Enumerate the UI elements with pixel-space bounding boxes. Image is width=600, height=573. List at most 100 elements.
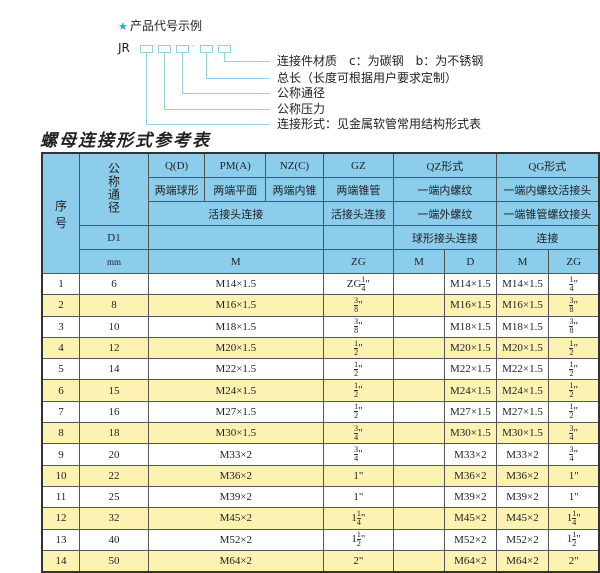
- legend-label-length: 总长（长度可根据用户要求定制）: [277, 71, 458, 85]
- cell-qz-m: [393, 272, 445, 296]
- header-cell: 一端锥管螺纹接头: [495, 201, 600, 226]
- cell-d1: 32: [79, 507, 150, 530]
- cell-m: M52×2: [148, 528, 324, 551]
- cell-d1: 25: [79, 485, 150, 509]
- table-row: 3 10 M18×1.5 3 8 " M18×1.5 M18×1.5 3 8 ": [41, 315, 600, 338]
- cell-qz-d: M24×1.5: [443, 379, 497, 402]
- cell-qz-d: M18×1.5: [443, 315, 497, 338]
- thread-size: 1": [568, 469, 579, 482]
- cell-d1: 20: [79, 443, 150, 466]
- cell-qg-zg: 1 4 ": [548, 272, 600, 296]
- cell-qg-zg: 1": [548, 485, 600, 509]
- header-cell: 两端球形: [148, 177, 206, 202]
- legend-label-pressure: 公称压力: [277, 102, 326, 116]
- cell-zg: ZG 1 4 ": [322, 272, 395, 296]
- thread-size: 3 4 ": [354, 423, 363, 442]
- cell-no: 8: [41, 422, 81, 445]
- header-cell: NZ(C): [265, 152, 324, 178]
- cell-m: M36×2: [148, 464, 324, 487]
- cell-d1: 18: [79, 422, 150, 445]
- table-row: 10 22 M36×2 1" M36×2 M36×2 1": [41, 464, 600, 487]
- thread-size: 1 2 ": [569, 402, 578, 421]
- header-cell: QG形式: [495, 152, 600, 178]
- cell-zg: 1 2 ": [322, 379, 395, 402]
- cell-qz-d: M20×1.5: [443, 336, 497, 360]
- table-row: 5 14 M22×1.5 1 2 " M22×1.5 M22×1.5 1 2 ": [41, 358, 600, 381]
- header-cell: Q(D): [148, 152, 206, 178]
- thread-size: 1 1 4 ": [351, 508, 366, 527]
- cell-no: 13: [41, 528, 81, 551]
- cell-zg: 1 1 2 ": [322, 528, 395, 551]
- cell-qz-d: M45×2: [443, 507, 497, 530]
- cell-qz-m: [393, 400, 445, 424]
- header-cell: 两端内锥: [265, 177, 324, 202]
- header-seq: 序 号: [41, 152, 81, 274]
- legend-code: JR: [118, 41, 130, 55]
- header-cell: M: [148, 249, 324, 274]
- code-box: [200, 45, 213, 53]
- thread-size: 1 1 2 ": [351, 530, 366, 549]
- table-row: 12 32 M45×2 1 1 4 " M45×2 M45×2 1 1 4 ": [41, 507, 600, 530]
- thread-size: 1": [353, 469, 364, 482]
- cell-qz-m: [393, 379, 445, 402]
- header-cell: PM(A): [204, 152, 267, 178]
- cell-d1: 40: [79, 528, 150, 551]
- table-row: 9 20 M33×2 3 4 " M33×2 M33×2 3 4 ": [41, 443, 600, 466]
- cell-qg-zg: 1 2 ": [548, 336, 600, 360]
- cell-no: 14: [41, 549, 81, 573]
- cell-qz-m: [393, 443, 445, 466]
- cell-m: M45×2: [148, 507, 324, 530]
- cell-m: M24×1.5: [148, 379, 324, 402]
- cell-qg-m: M45×2: [495, 507, 550, 530]
- cell-qz-m: [393, 549, 445, 573]
- header-cell: QZ形式: [393, 152, 497, 178]
- cell-qz-d: M27×1.5: [443, 400, 497, 424]
- thread-size: 1 4 ": [569, 274, 578, 293]
- code-box: [158, 45, 171, 53]
- cell-no: 10: [41, 464, 81, 487]
- cell-d1: 50: [79, 549, 150, 573]
- thread-size: 1 2 ": [354, 359, 363, 378]
- cell-qg-m: M16×1.5: [495, 294, 550, 317]
- cell-qg-m: M39×2: [495, 485, 550, 509]
- cell-no: 11: [41, 485, 81, 509]
- thread-size: 3 4 ": [354, 445, 363, 464]
- cell-qz-m: [393, 294, 445, 317]
- thread-size: 1 2 ": [569, 359, 578, 378]
- table-row: 11 25 M39×2 1" M39×2 M39×2 1": [41, 485, 600, 509]
- cell-qz-d: M16×1.5: [443, 294, 497, 317]
- cell-qz-d: M64×2: [443, 549, 497, 573]
- cell-qg-zg: 3 4 ": [548, 422, 600, 445]
- header-cell: 两端锥管: [322, 177, 395, 202]
- code-box: [176, 45, 189, 53]
- header-cell: [322, 225, 395, 250]
- cell-m: M27×1.5: [148, 400, 324, 424]
- legend-label-material: 连接件材质 c：为碳钢 b：为不锈钢: [277, 54, 484, 68]
- header-cell: D1: [79, 225, 150, 250]
- table-row: 7 16 M27×1.5 1 2 " M27×1.5 M27×1.5 1 2 ": [41, 400, 600, 424]
- cell-qg-m: M14×1.5: [495, 272, 550, 296]
- thread-size: 1 2 ": [354, 402, 363, 421]
- cell-qg-m: M27×1.5: [495, 400, 550, 424]
- cell-m: M14×1.5: [148, 272, 324, 296]
- table-row: 2 8 M16×1.5 3 8 " M16×1.5 M16×1.5 3 8 ": [41, 294, 600, 317]
- cell-no: 7: [41, 400, 81, 424]
- cell-qg-m: M22×1.5: [495, 358, 550, 381]
- cell-no: 5: [41, 358, 81, 381]
- cell-m: M18×1.5: [148, 315, 324, 338]
- header-cell: 两端平面: [204, 177, 267, 202]
- code-box: [218, 45, 231, 53]
- cell-qg-zg: 3 8 ": [548, 315, 600, 338]
- cell-qz-m: [393, 336, 445, 360]
- star-icon: ★: [118, 20, 128, 33]
- header-cell: GZ: [322, 152, 395, 178]
- cell-qz-m: [393, 358, 445, 381]
- cell-m: M22×1.5: [148, 358, 324, 381]
- cell-qg-m: M64×2: [495, 549, 550, 573]
- header-cell: M: [393, 249, 445, 274]
- cell-qg-zg: 1 1 4 ": [548, 507, 600, 530]
- cell-qg-m: M33×2: [495, 443, 550, 466]
- header-dn: 公称通径: [106, 162, 121, 214]
- cell-no: 6: [41, 379, 81, 402]
- cell-qz-d: M52×2: [443, 528, 497, 551]
